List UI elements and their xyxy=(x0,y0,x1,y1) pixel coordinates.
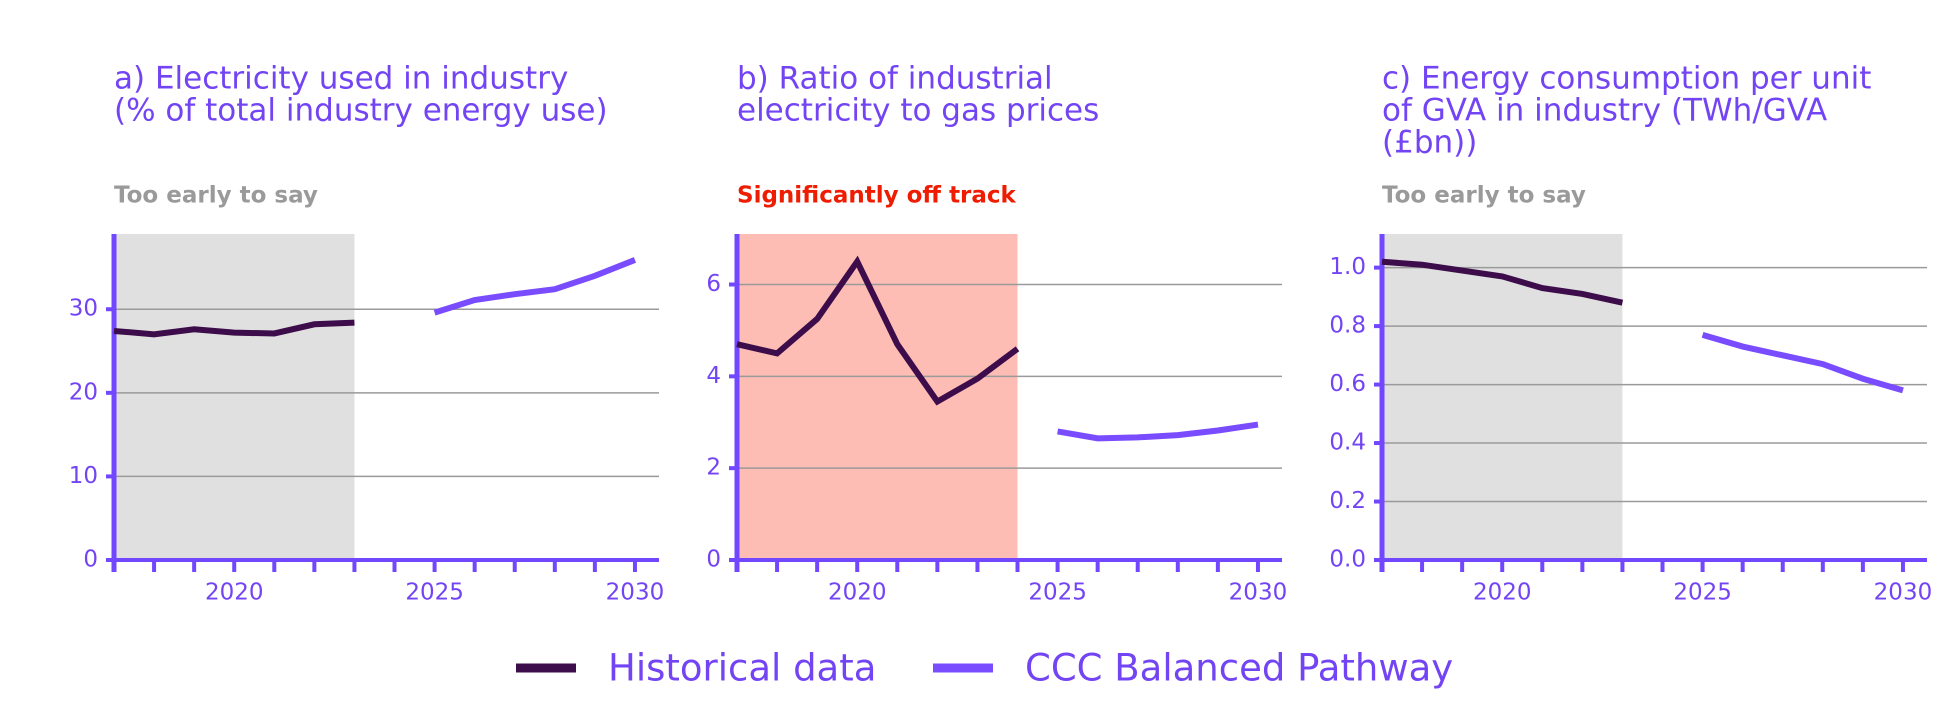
status-label: Too early to say xyxy=(1382,183,1586,209)
assessment-shade xyxy=(737,234,1018,560)
legend-label: Historical data xyxy=(608,647,876,690)
x-tick-label: 2020 xyxy=(828,580,887,606)
x-tick-label: 2030 xyxy=(606,580,665,606)
y-tick-label: 0.2 xyxy=(1329,488,1366,514)
y-tick-label: 2 xyxy=(706,455,721,481)
assessment-shade xyxy=(114,234,355,560)
chart-title: of GVA in industry (TWh/GVA xyxy=(1382,93,1827,129)
x-tick-label: 2025 xyxy=(1028,580,1087,606)
y-tick-label: 10 xyxy=(69,463,98,489)
y-tick-label: 0.0 xyxy=(1329,547,1366,573)
x-tick-label: 2030 xyxy=(1874,580,1933,606)
chart-title: a) Electricity used in industry xyxy=(114,61,568,97)
chart-title: b) Ratio of industrial xyxy=(737,61,1053,97)
y-tick-label: 4 xyxy=(706,363,721,389)
status-label: Significantly off track xyxy=(737,183,1017,209)
y-tick-label: 0.8 xyxy=(1329,313,1366,339)
y-tick-label: 0 xyxy=(83,547,98,573)
status-label: Too early to say xyxy=(114,183,318,209)
y-tick-label: 0.4 xyxy=(1329,430,1366,456)
chart-title: (£bn)) xyxy=(1382,125,1477,161)
series-line xyxy=(113,319,355,338)
series-line xyxy=(1057,421,1259,442)
y-tick-label: 0 xyxy=(706,547,721,573)
x-tick-label: 2020 xyxy=(1473,580,1532,606)
x-tick-label: 2030 xyxy=(1229,580,1288,606)
series-line xyxy=(1381,258,1624,306)
series-line xyxy=(433,257,637,316)
chart-title: (% of total industry energy use) xyxy=(114,93,608,129)
chart-title: electricity to gas prices xyxy=(737,93,1099,129)
legend-label: CCC Balanced Pathway xyxy=(1025,647,1453,690)
x-tick-label: 2025 xyxy=(405,580,464,606)
x-tick-label: 2025 xyxy=(1673,580,1732,606)
chart-title: c) Energy consumption per unit xyxy=(1382,61,1871,97)
y-tick-label: 20 xyxy=(69,379,98,405)
y-tick-label: 6 xyxy=(706,271,721,297)
y-tick-label: 0.6 xyxy=(1329,371,1366,397)
assessment-shade xyxy=(1382,234,1623,560)
x-tick-label: 2020 xyxy=(205,580,264,606)
series-line xyxy=(736,255,1020,406)
y-tick-label: 30 xyxy=(69,296,98,322)
series-line xyxy=(1701,331,1904,394)
y-tick-label: 1.0 xyxy=(1329,254,1366,280)
